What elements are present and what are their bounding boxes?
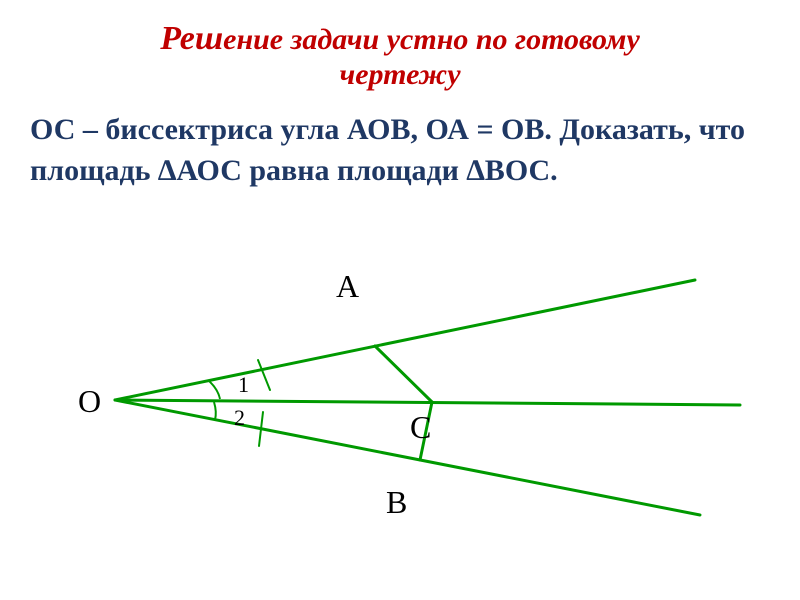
label-b: В [386,484,407,520]
label-a: А [336,268,359,304]
title-rest1: ение задачи устно по готовому [223,23,640,56]
angle-arc-2 [214,402,216,420]
angle-arc-1 [208,380,220,399]
label-c: С [410,409,431,445]
ray-oa [115,280,695,400]
label-ang2: 2 [234,405,245,430]
label-o: О [78,383,101,419]
title-emphasis: Реш [160,20,223,57]
title-line1: Решение задачи устно по готовому [60,20,740,58]
title-block: Решение задачи устно по готовому чертежу [0,0,800,92]
ray-ob [115,400,700,515]
geometry-diagram: О А С В 1 2 [0,260,800,600]
label-ang1: 1 [238,372,249,397]
tick-oa [258,360,270,390]
segment-ac [375,346,432,402]
ray-oc [115,400,740,405]
title-line2: чертежу [60,58,740,92]
problem-text: ОС – биссектриса угла АОВ, ОА = ОВ. Дока… [0,92,800,191]
